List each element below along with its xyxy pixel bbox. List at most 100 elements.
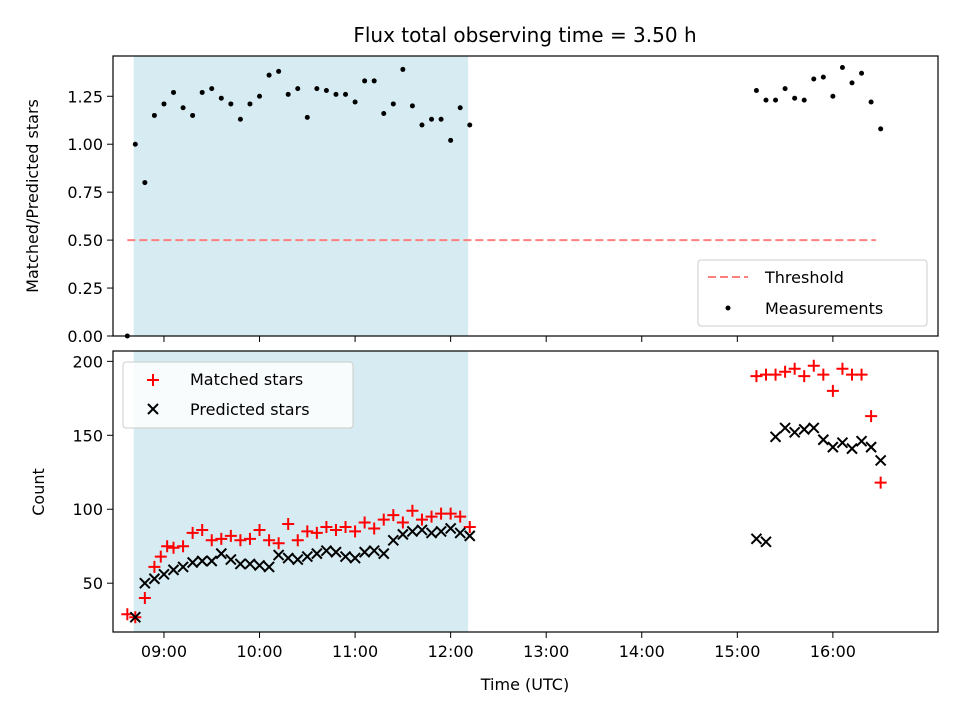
y-tick-label: 1.25 — [67, 87, 103, 106]
x-axis-label: Time (UTC) — [480, 675, 569, 694]
legend-measurements-swatch — [725, 305, 731, 311]
measurement-point — [782, 86, 788, 92]
measurement-point — [304, 114, 310, 120]
predicted-star-point — [358, 546, 371, 558]
predicted-star-point — [339, 550, 352, 563]
bottom-y-axis-label: Count — [29, 468, 48, 516]
measurement-point — [429, 116, 435, 122]
predicted-star-point — [444, 522, 457, 535]
predicted-star-point — [158, 568, 170, 581]
top-legend-box — [697, 259, 928, 327]
matched-star-point — [215, 532, 228, 545]
predicted-star-point — [798, 423, 810, 436]
legend-matched-label: Matched stars — [190, 370, 303, 389]
predicted-star-point — [416, 524, 428, 536]
predicted-star-point — [215, 547, 228, 560]
x-tick-label: 11:00 — [332, 642, 378, 661]
predicted-star-point — [874, 454, 887, 467]
measurement-point — [830, 93, 836, 99]
predicted-star-point — [311, 547, 323, 560]
measurement-point — [400, 66, 406, 72]
predicted-star-point — [263, 561, 275, 573]
measurement-point — [343, 91, 349, 97]
measurement-point — [811, 76, 817, 82]
x-tick-label: 14:00 — [619, 642, 665, 661]
y-tick-label: 200 — [72, 352, 103, 371]
x-tick-label: 12:00 — [428, 642, 474, 661]
matched-star-point — [253, 523, 266, 536]
predicted-star-point — [425, 527, 438, 539]
measurement-point — [792, 95, 798, 101]
matched-star-point — [826, 384, 839, 397]
matched-star-point — [243, 532, 256, 545]
measurement-point — [333, 91, 339, 97]
bottom-legend-box — [122, 361, 354, 429]
matched-star-point — [339, 520, 352, 533]
top-legend: Threshold Measurements — [697, 259, 928, 327]
matched-star-point — [349, 525, 362, 538]
matched-star-point — [817, 368, 830, 381]
measurement-point — [228, 101, 234, 107]
predicted-star-point — [206, 555, 218, 567]
predicted-star-point — [234, 558, 247, 570]
predicted-star-point — [454, 527, 466, 539]
predicted-star-point — [808, 422, 820, 434]
predicted-star-point — [827, 441, 839, 453]
measurement-point — [247, 101, 253, 107]
matched-star-point — [463, 520, 476, 533]
predicted-star-point — [320, 544, 333, 557]
y-tick-label: 0.00 — [67, 327, 103, 346]
measurement-point — [180, 105, 186, 111]
predicted-star-point — [387, 534, 400, 547]
matched-star-point — [769, 368, 782, 381]
measurement-point — [151, 112, 157, 118]
matched-star-point — [798, 370, 811, 383]
matched-star-point — [855, 368, 868, 381]
measurement-point — [266, 72, 272, 78]
y-tick-label: 50 — [83, 574, 103, 593]
matched-star-point — [148, 560, 161, 573]
measurement-point — [190, 112, 196, 118]
predicted-star-point — [836, 436, 849, 449]
predicted-star-point — [817, 434, 830, 446]
y-tick-label: 0.50 — [67, 231, 103, 250]
measurement-point — [362, 78, 368, 84]
measurement-point — [171, 89, 177, 95]
bottom-plot-frame — [112, 350, 939, 633]
predicted-star-point — [148, 573, 161, 585]
matched-star-point — [167, 541, 180, 554]
measurement-point — [878, 126, 884, 132]
predicted-star-point — [435, 525, 447, 538]
matched-star-point — [396, 516, 409, 529]
matched-star-point — [865, 410, 878, 423]
y-tick-label: 1.00 — [67, 135, 103, 154]
measurement-point — [419, 122, 425, 128]
measurement-point — [409, 103, 415, 109]
matched-star-point — [415, 513, 428, 526]
x-tick-label: 09:00 — [141, 642, 187, 661]
predicted-star-point — [292, 553, 304, 566]
matched-star-point — [425, 510, 438, 523]
x-tick-label: 16:00 — [810, 642, 856, 661]
x-tick-label: 13:00 — [523, 642, 569, 661]
predicted-star-point — [760, 536, 772, 548]
predicted-star-point — [272, 549, 285, 561]
measurement-point — [218, 95, 224, 101]
predicted-star-point — [129, 611, 142, 623]
x-tick-label: 10:00 — [236, 642, 282, 661]
y-tick-label: 150 — [72, 426, 103, 445]
measurement-point — [161, 101, 167, 107]
matched-star-point — [196, 523, 209, 536]
y-tick-label: 0.75 — [67, 183, 103, 202]
matched-star-point — [154, 550, 167, 563]
measurement-point — [839, 65, 845, 71]
measurement-point — [448, 137, 454, 143]
measurement-point — [381, 111, 387, 117]
top-plot-frame — [112, 55, 939, 337]
bottom-panel: 50 100 150 200 09:00 10:00 11:00 12:00 13:00 14:… — [29, 350, 939, 694]
matched-star-point — [779, 365, 792, 378]
matched-star-point — [807, 359, 820, 372]
predicted-star-point — [177, 561, 189, 573]
predicted-star-point — [349, 552, 361, 564]
measurement-point — [868, 99, 874, 105]
